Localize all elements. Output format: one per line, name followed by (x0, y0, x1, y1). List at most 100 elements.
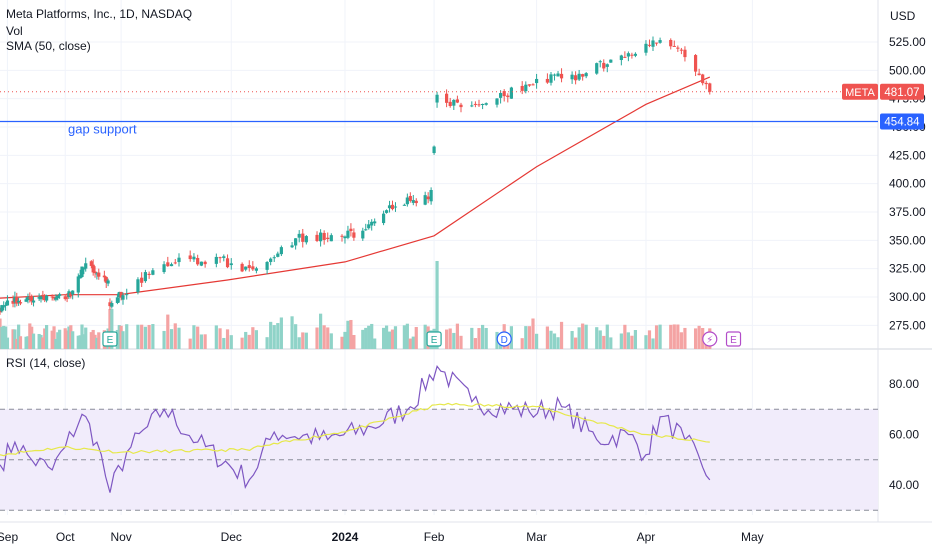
candle[interactable] (192, 256, 196, 260)
candle[interactable] (143, 272, 147, 282)
candle[interactable] (69, 293, 73, 297)
candle[interactable] (367, 224, 371, 229)
candle[interactable] (225, 258, 230, 268)
candle[interactable] (495, 98, 499, 105)
candle[interactable] (708, 83, 712, 92)
candle[interactable] (65, 297, 69, 299)
candle[interactable] (117, 292, 121, 298)
candle[interactable] (276, 253, 280, 257)
candle[interactable] (106, 280, 110, 284)
candle[interactable] (84, 263, 88, 269)
candle[interactable] (119, 291, 123, 298)
candle[interactable] (370, 221, 374, 226)
candle[interactable] (609, 59, 613, 63)
candle[interactable] (290, 245, 294, 248)
candle[interactable] (373, 221, 377, 224)
candle[interactable] (623, 56, 627, 58)
candle[interactable] (244, 266, 248, 270)
candle[interactable] (102, 275, 106, 278)
volume-legend[interactable]: Vol (6, 24, 23, 38)
candle[interactable] (162, 264, 166, 273)
candle[interactable] (393, 206, 398, 208)
candle[interactable] (679, 49, 683, 51)
earnings-badge[interactable] (725, 331, 742, 347)
candle[interactable] (432, 146, 436, 154)
candle[interactable] (556, 73, 560, 77)
candle[interactable] (319, 232, 323, 242)
candle[interactable] (95, 273, 99, 275)
candle[interactable] (110, 303, 114, 307)
candle[interactable] (426, 196, 430, 200)
rsi-legend[interactable]: RSI (14, close) (6, 356, 86, 370)
candle[interactable] (570, 74, 574, 80)
candle[interactable] (477, 104, 481, 106)
candle[interactable] (509, 87, 513, 99)
gap-support-label[interactable]: gap support (68, 122, 137, 137)
candle[interactable] (39, 296, 43, 300)
candle[interactable] (502, 91, 506, 97)
candle[interactable] (340, 235, 344, 237)
candle[interactable] (265, 262, 269, 270)
candle[interactable] (343, 236, 347, 239)
candle[interactable] (470, 105, 474, 107)
candle[interactable] (108, 302, 112, 307)
candle[interactable] (44, 295, 49, 301)
candle[interactable] (473, 103, 477, 105)
candle[interactable] (203, 261, 207, 265)
candle[interactable] (15, 296, 19, 304)
candle[interactable] (272, 257, 276, 259)
candle[interactable] (481, 104, 485, 106)
candle[interactable] (140, 277, 144, 283)
candle[interactable] (411, 200, 415, 203)
candle[interactable] (177, 257, 181, 263)
candle[interactable] (254, 268, 258, 271)
candle[interactable] (387, 205, 392, 209)
candle[interactable] (43, 295, 47, 301)
candle[interactable] (71, 290, 75, 295)
candle[interactable] (581, 74, 585, 77)
candle[interactable] (448, 101, 452, 107)
candle[interactable] (669, 39, 673, 47)
candle[interactable] (633, 53, 638, 56)
candle[interactable] (584, 73, 588, 77)
candle[interactable] (381, 213, 386, 224)
candle[interactable] (701, 74, 705, 84)
candle[interactable] (384, 210, 389, 213)
candle[interactable] (602, 62, 606, 69)
gap-support-line[interactable]: gap support (0, 91, 878, 137)
candle[interactable] (56, 295, 60, 299)
candle[interactable] (630, 54, 634, 56)
candle[interactable] (683, 49, 687, 58)
candle[interactable] (54, 297, 58, 300)
dividend-badge[interactable] (496, 331, 512, 347)
candle[interactable] (651, 40, 655, 47)
candle[interactable] (445, 93, 449, 103)
candle[interactable] (527, 84, 531, 86)
candle[interactable] (559, 73, 564, 79)
earnings-badge[interactable] (102, 331, 118, 347)
candle[interactable] (297, 233, 301, 238)
candle[interactable] (229, 263, 233, 266)
candle[interactable] (349, 228, 353, 232)
candle[interactable] (322, 232, 326, 240)
candle[interactable] (520, 85, 524, 91)
candle[interactable] (50, 296, 54, 298)
candle[interactable] (549, 74, 553, 83)
candle[interactable] (169, 264, 174, 267)
candle[interactable] (136, 279, 140, 293)
candle[interactable] (17, 300, 21, 303)
chart-title[interactable]: Meta Platforms, Inc., 1D, NASDAQ (6, 7, 193, 21)
candle[interactable] (301, 233, 305, 242)
candle[interactable] (423, 195, 427, 205)
candle[interactable] (279, 247, 283, 255)
earnings-badge[interactable] (426, 331, 442, 347)
candle[interactable] (455, 99, 459, 103)
candle[interactable] (315, 234, 319, 241)
event-badge[interactable] (702, 331, 718, 347)
candle[interactable] (269, 258, 273, 262)
candle[interactable] (82, 268, 86, 270)
candle[interactable] (147, 273, 151, 276)
sma-legend[interactable]: SMA (50, close) (6, 39, 91, 53)
candle[interactable] (693, 55, 698, 72)
